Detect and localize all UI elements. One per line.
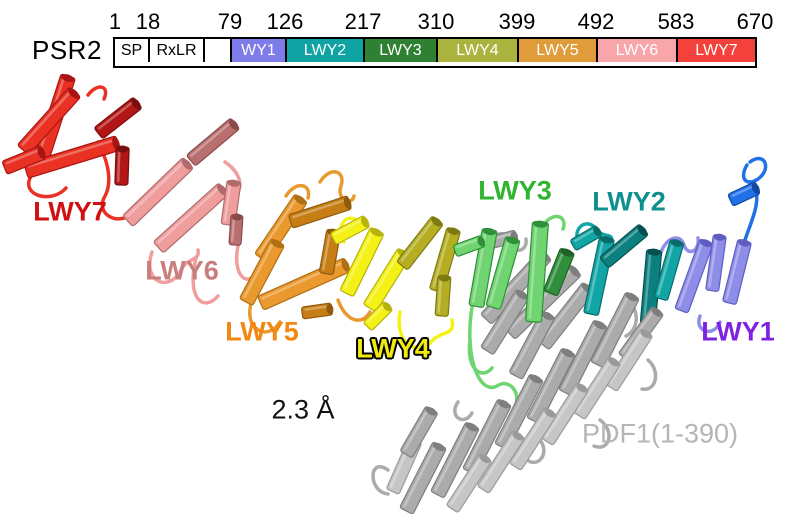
- label-pdf1: PDF1(1-390): [581, 418, 739, 449]
- loop-gray: [453, 400, 474, 422]
- helix-gray: [558, 320, 608, 396]
- helix-yellow: [340, 227, 384, 297]
- helix-green: [452, 235, 486, 257]
- domain-bar: SP RxLR WY1 LWY2 LWY3 LWY4 LWY5 LWY6 LWY7: [113, 37, 757, 68]
- helix-gray: [509, 310, 555, 380]
- residue-marker-583: 583: [657, 9, 695, 34]
- label-lwy4: LWY4: [356, 333, 430, 364]
- label-lwy7: LWY7: [33, 196, 107, 227]
- domain-segment-lwy3: LWY3: [363, 39, 436, 62]
- helix-red: [23, 135, 121, 179]
- label-lwy6: LWY6: [145, 255, 219, 286]
- helix-lightgray: [605, 328, 653, 392]
- domain-segment-lwy6: LWY6: [596, 39, 676, 62]
- label-lwy5: LWY5: [225, 316, 299, 347]
- helix-orange: [239, 238, 285, 306]
- helix-teal: [570, 225, 602, 251]
- helix-red: [2, 145, 46, 175]
- loop-orange: [336, 298, 372, 322]
- loop-peri: [697, 314, 722, 334]
- domain-segment-sp: SP: [115, 39, 148, 62]
- helix-yellow: [330, 215, 370, 245]
- loop-blue: [741, 156, 768, 184]
- helix-darkred: [94, 97, 142, 139]
- loop-gray: [592, 418, 611, 449]
- loop-red: [96, 140, 132, 221]
- protein-name: PSR2: [32, 35, 102, 65]
- helix-salmon: [153, 183, 229, 253]
- helix-lightgray: [509, 407, 557, 471]
- residue-ruler: 1 18 79 126 217 310 399 492 583 670: [0, 0, 800, 36]
- loop-yellow: [397, 310, 455, 350]
- loop-orange: [284, 184, 311, 200]
- helix-darkteal: [600, 224, 648, 268]
- helix-blue: [727, 181, 761, 207]
- helix-green: [525, 220, 549, 323]
- loop-gray: [640, 358, 658, 391]
- helix-gray: [590, 292, 640, 368]
- domain-segment-lwy7: LWY7: [676, 39, 755, 62]
- loop-salmon: [191, 256, 220, 305]
- residue-marker-310: 310: [417, 9, 455, 34]
- helix-peri: [722, 239, 752, 305]
- helix-peri: [705, 233, 727, 292]
- helix-lightgray: [446, 453, 492, 513]
- helix-gray: [430, 422, 480, 498]
- residue-marker-399: 399: [498, 9, 536, 34]
- label-resolution: 2.3 Å: [271, 394, 335, 425]
- domain-segment-spacer: [203, 39, 230, 62]
- helix-teal: [583, 236, 615, 316]
- label-lwy2: LWY2: [592, 186, 666, 217]
- helix-peri: [674, 238, 714, 314]
- helix-olive: [429, 227, 461, 293]
- helix-teal: [653, 239, 685, 301]
- label-lwy3: LWY3: [478, 175, 552, 206]
- helix-darkorange: [288, 195, 352, 229]
- helix-darkgreen: [543, 248, 575, 296]
- helix-red: [17, 87, 81, 155]
- residue-marker-79: 79: [217, 9, 243, 34]
- helix-darksalmon: [228, 213, 244, 246]
- helix-gray: [480, 289, 530, 355]
- residue-marker-126: 126: [266, 9, 304, 34]
- helix-darkred: [114, 145, 130, 186]
- helix-gray: [400, 406, 438, 458]
- helix-gray: [526, 348, 576, 424]
- helix-green: [485, 236, 521, 310]
- label-lwy1: LWY1: [701, 316, 775, 347]
- loop-green: [467, 338, 494, 375]
- loop-orange: [248, 298, 282, 334]
- loop-orange: [318, 170, 356, 203]
- helix-lightgray: [477, 430, 525, 494]
- helix-gray: [399, 441, 447, 515]
- helix-lightgray: [541, 382, 589, 446]
- helix-darkorange: [301, 302, 334, 320]
- domain-segment-rxlr: RxLR: [148, 39, 203, 62]
- residue-marker-492: 492: [577, 9, 615, 34]
- domain-segment-lwy4: LWY4: [436, 39, 517, 62]
- domain-segment-lwy2: LWY2: [285, 39, 363, 62]
- loop-red: [86, 85, 108, 101]
- residue-marker-1: 1: [108, 9, 122, 34]
- residue-marker-217: 217: [344, 9, 382, 34]
- domain-segment-lwy5: LWY5: [517, 39, 596, 62]
- helix-darksalmon: [186, 118, 240, 166]
- helix-gray: [494, 374, 544, 450]
- helix-yellow: [363, 301, 393, 331]
- loop-gray: [371, 465, 390, 496]
- residue-marker-670: 670: [736, 9, 774, 34]
- helix-olive: [397, 216, 443, 270]
- loop-red: [26, 176, 68, 199]
- residue-marker-18: 18: [135, 9, 161, 34]
- domain-segment-wy1: WY1: [230, 39, 285, 62]
- helix-salmon: [123, 157, 193, 227]
- helix-olive: [434, 274, 452, 317]
- helix-lightgray: [573, 356, 621, 420]
